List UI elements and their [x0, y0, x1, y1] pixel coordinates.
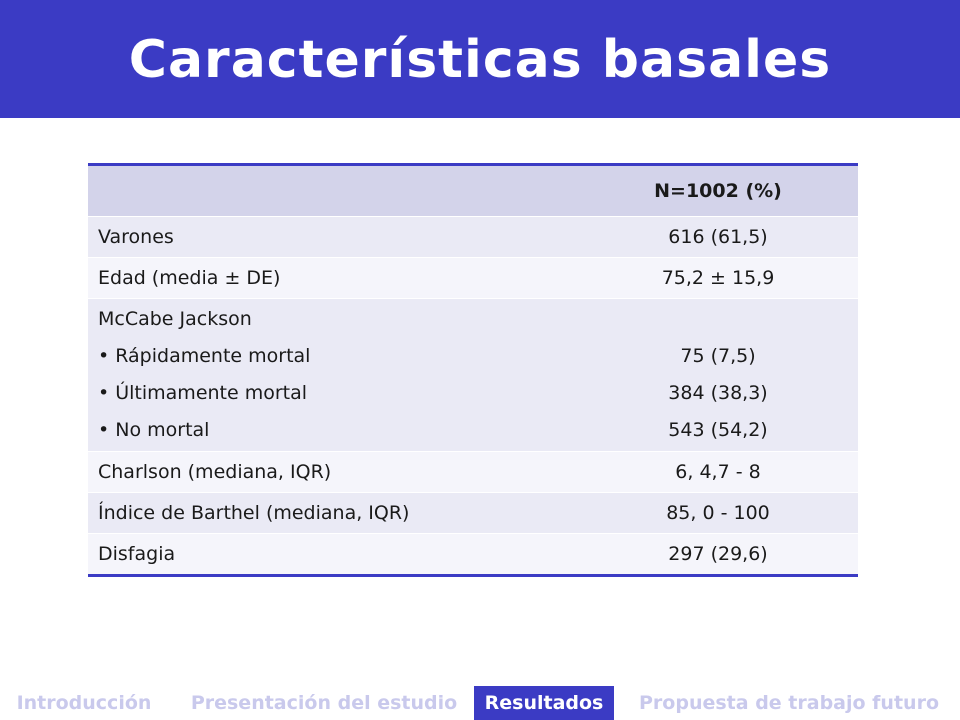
table-row: Charlson (mediana, IQR) 6, 4,7 - 8 [88, 451, 858, 493]
nav-item-presentacion[interactable]: Presentación del estudio [190, 692, 458, 714]
slide-title: Características basales [128, 30, 832, 90]
mccabe-item-value: 543 (54,2) [668, 419, 768, 441]
table-header-row: N=1002 (%) [88, 163, 858, 217]
row-label: Edad (media ± DE) [88, 257, 578, 299]
row-value: 75,2 ± 15,9 [578, 257, 858, 299]
section-nav: Introducción Presentación del estudio Re… [0, 686, 960, 720]
row-label: Varones [88, 216, 578, 258]
baseline-table: N=1002 (%) Varones 616 (61,5) Edad (medi… [88, 163, 858, 577]
mccabe-item-value: 75 (7,5) [680, 345, 756, 367]
nav-item-propuesta[interactable]: Propuesta de trabajo futuro [639, 692, 939, 714]
row-label: Charlson (mediana, IQR) [88, 451, 578, 493]
table-row: McCabe Jackson • Rápidamente mortal • Úl… [88, 298, 858, 452]
mccabe-cell: McCabe Jackson • Rápidamente mortal • Úl… [88, 298, 578, 452]
row-value: 6, 4,7 - 8 [578, 451, 858, 493]
mccabe-values: 75 (7,5) 384 (38,3) 543 (54,2) [578, 298, 858, 452]
table-row: Edad (media ± DE) 75,2 ± 15,9 [88, 257, 858, 299]
row-value: 616 (61,5) [578, 216, 858, 258]
table-row: Varones 616 (61,5) [88, 216, 858, 258]
title-bar [0, 0, 960, 118]
row-label: McCabe Jackson [98, 308, 252, 330]
nav-item-resultados[interactable]: Resultados [474, 686, 614, 720]
header-empty-cell [88, 163, 578, 217]
row-value: 85, 0 - 100 [578, 492, 858, 534]
mccabe-item-value: 384 (38,3) [668, 382, 768, 404]
header-n: N=1002 (%) [578, 163, 858, 217]
row-value: 297 (29,6) [578, 533, 858, 577]
table-row: Disfagia 297 (29,6) [88, 533, 858, 577]
mccabe-item-label: • No mortal [98, 419, 210, 441]
row-label: Índice de Barthel (mediana, IQR) [88, 492, 578, 534]
table-row: Índice de Barthel (mediana, IQR) 85, 0 -… [88, 492, 858, 534]
row-label: Disfagia [88, 533, 578, 577]
nav-item-introduccion[interactable]: Introducción [16, 692, 152, 714]
mccabe-item-label: • Últimamente mortal [98, 382, 308, 404]
mccabe-item-label: • Rápidamente mortal [98, 345, 311, 367]
